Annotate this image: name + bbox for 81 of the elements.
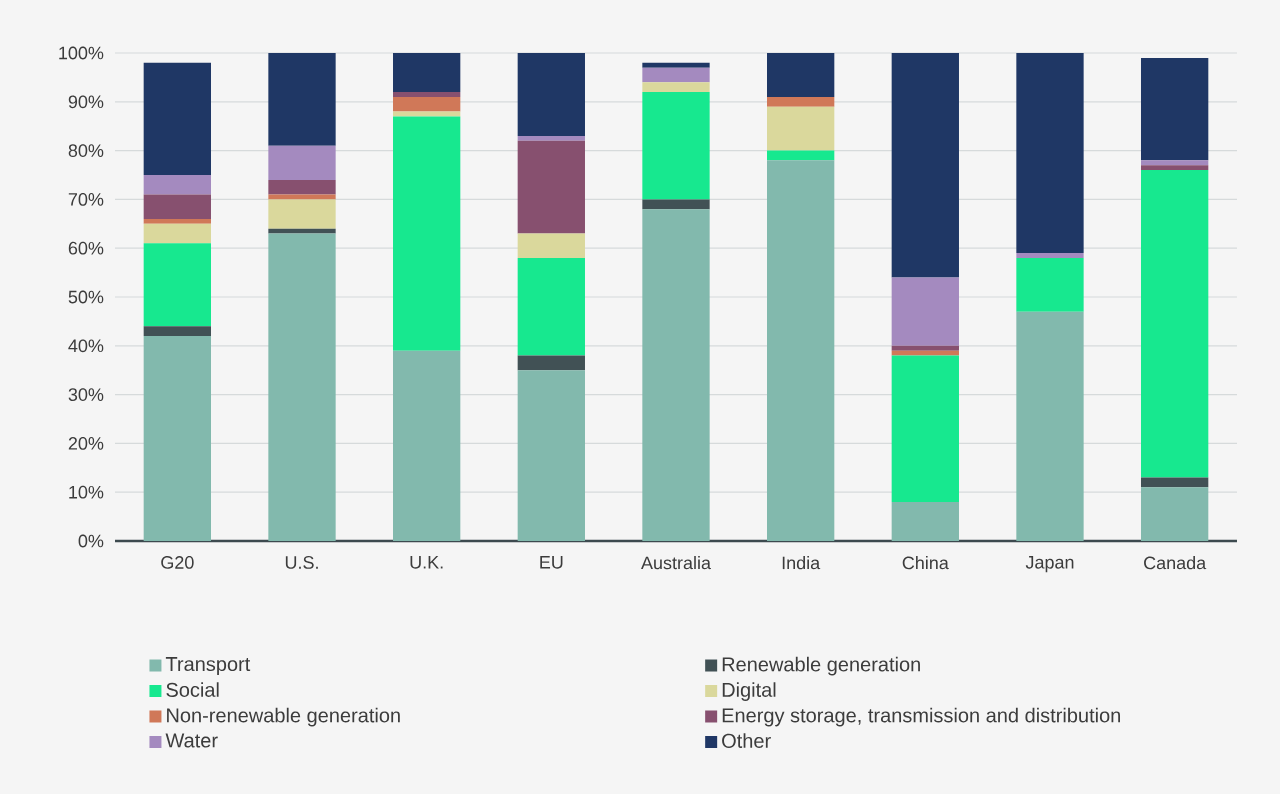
bar	[891, 53, 959, 278]
y-tick-label: 50%	[68, 290, 104, 304]
x-tick-label: G20	[161, 556, 194, 569]
bar	[642, 209, 710, 541]
y-tick-label: 80%	[68, 144, 104, 157]
bar	[268, 53, 336, 146]
bar	[1016, 257, 1084, 312]
bar	[767, 150, 835, 161]
bar	[891, 350, 959, 356]
bar	[767, 106, 835, 151]
x-tick-label: U.S.	[285, 556, 318, 569]
bar	[268, 199, 336, 229]
bar	[1140, 160, 1209, 166]
bar	[767, 96, 835, 107]
legend-label: Non-renewable generation	[167, 707, 400, 727]
bar	[891, 345, 959, 351]
bar	[1140, 487, 1209, 541]
bar	[517, 233, 585, 258]
bar	[1016, 253, 1084, 258]
bar	[143, 336, 211, 541]
bar	[891, 355, 959, 502]
bar	[891, 277, 959, 346]
y-tick-label: 70%	[68, 193, 104, 206]
bar	[143, 223, 211, 244]
bar	[642, 67, 710, 83]
bar	[767, 160, 835, 541]
x-tick-label: Japan	[1025, 556, 1074, 573]
bar	[393, 116, 461, 351]
bar	[268, 179, 336, 195]
bar	[517, 140, 585, 234]
bar	[143, 175, 211, 195]
x-tick-label: Canada	[1144, 556, 1207, 570]
bar	[1140, 477, 1209, 488]
legend-label: Digital	[722, 682, 776, 701]
bar	[517, 370, 585, 541]
x-tick-label: India	[782, 556, 821, 570]
legend-label: Energy storage, transmission and distribution	[722, 707, 1120, 727]
bar	[517, 53, 585, 136]
y-tick-label: 40%	[68, 339, 104, 353]
bar	[143, 62, 211, 175]
bar	[891, 501, 959, 541]
bar	[767, 53, 835, 97]
legend-label: Water	[165, 733, 218, 748]
bar	[268, 228, 336, 234]
legend-label: Other	[722, 733, 771, 748]
bar	[1016, 53, 1084, 254]
bar	[143, 326, 211, 337]
x-tick-label: U.K.	[410, 556, 443, 569]
bar	[143, 218, 211, 224]
bar	[393, 350, 461, 541]
x-tick-label: Australia	[641, 556, 711, 570]
bar	[642, 92, 710, 200]
y-tick-label: 100%	[59, 46, 104, 60]
bar	[517, 257, 585, 356]
bar	[393, 92, 461, 97]
bar	[268, 233, 336, 541]
bar	[393, 96, 461, 112]
x-tick-label: China	[902, 556, 949, 570]
bar	[642, 62, 710, 68]
bar	[517, 135, 585, 141]
legend-label: Transport	[165, 657, 251, 676]
bar	[143, 243, 211, 327]
bar	[1140, 165, 1209, 171]
y-tick-label: 30%	[68, 388, 104, 401]
bar	[642, 82, 710, 93]
y-tick-label: 20%	[68, 437, 104, 450]
bar	[1140, 170, 1209, 478]
x-tick-label: EU	[540, 556, 563, 569]
bar	[517, 355, 585, 371]
y-tick-label: 0%	[78, 534, 104, 548]
y-tick-label: 90%	[68, 95, 104, 109]
legend-label: Social	[166, 682, 219, 697]
y-tick-label: 10%	[69, 485, 104, 499]
bar	[143, 194, 211, 219]
bar	[642, 199, 710, 210]
bar	[1140, 57, 1209, 161]
bar	[393, 53, 461, 93]
bar	[1016, 311, 1084, 541]
bar	[268, 145, 336, 180]
legend-label: Renewable generation	[722, 656, 920, 676]
y-tick-label: 60%	[68, 241, 104, 255]
